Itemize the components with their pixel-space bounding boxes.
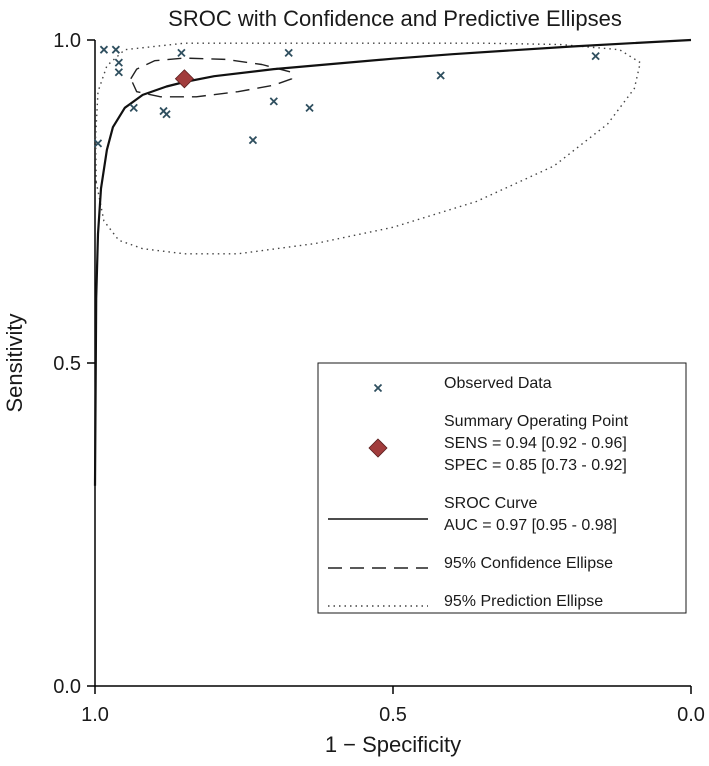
y-tick-label: 0.5 [53, 353, 81, 375]
legend-label: Observed Data [444, 375, 552, 392]
legend: Observed Data Summary Operating Point SENS… [317, 362, 687, 614]
marker-stroke [111, 45, 120, 54]
observed-point [111, 45, 120, 54]
observed-point [114, 68, 123, 77]
plot-layer [93, 38, 692, 486]
marker-stroke [591, 52, 600, 61]
y-tick-label: 0.0 [53, 676, 81, 698]
tick-group: 1.0 0.5 0.0 0.0 0.5 1.0 [53, 30, 705, 726]
marker-stroke [93, 139, 103, 148]
x-axis-title: 1 − Specificity [325, 732, 461, 757]
x-tick-label: 1.0 [81, 704, 109, 726]
marker-stroke [114, 68, 123, 77]
marker-stroke [284, 48, 293, 58]
observed-point [99, 45, 109, 54]
summary-point [174, 69, 194, 89]
y-axis-title: Sensitivity [2, 313, 27, 412]
marker-stroke [162, 110, 171, 119]
x-tick-label: 0.5 [379, 704, 407, 726]
chart-title: SROC with Confidence and Predictive Elli… [168, 6, 622, 31]
marker-stroke [436, 71, 445, 80]
legend-label: 95% Prediction Ellipse [444, 593, 603, 610]
observed-point [305, 103, 314, 112]
marker-stroke [373, 383, 383, 393]
y-tick-label: 1.0 [53, 30, 81, 52]
legend-observed-marker [373, 383, 383, 393]
marker-stroke [177, 48, 186, 58]
legend-sublabel: SENS = 0.94 [0.92 - 0.96] [444, 435, 627, 452]
marker-stroke [305, 103, 314, 112]
observed-point [177, 48, 186, 58]
legend-label: Summary Operating Point [444, 413, 629, 430]
legend-summary-marker [368, 438, 388, 458]
legend-label: 95% Confidence Ellipse [444, 555, 613, 572]
legend-sublabel: AUC = 0.97 [0.95 - 0.98] [444, 517, 617, 534]
marker-stroke [99, 45, 109, 54]
marker-stroke [129, 103, 138, 112]
observed-point [248, 135, 258, 145]
observed-point [93, 139, 103, 148]
observed-point [114, 58, 123, 67]
observed-point [162, 110, 171, 119]
legend-label: SROC Curve [444, 495, 537, 512]
legend-sublabel: SPEC = 0.85 [0.73 - 0.92] [444, 457, 627, 474]
marker-stroke [114, 58, 123, 67]
observed-point [284, 48, 293, 58]
observed-point [269, 97, 278, 106]
prediction-ellipse [94, 42, 641, 255]
observed-point [129, 103, 138, 112]
marker-stroke [248, 135, 258, 145]
legend-box [317, 362, 687, 614]
observed-point [436, 71, 445, 80]
x-tick-label: 0.0 [677, 704, 705, 726]
observed-point [591, 52, 600, 61]
marker-stroke [269, 97, 278, 106]
